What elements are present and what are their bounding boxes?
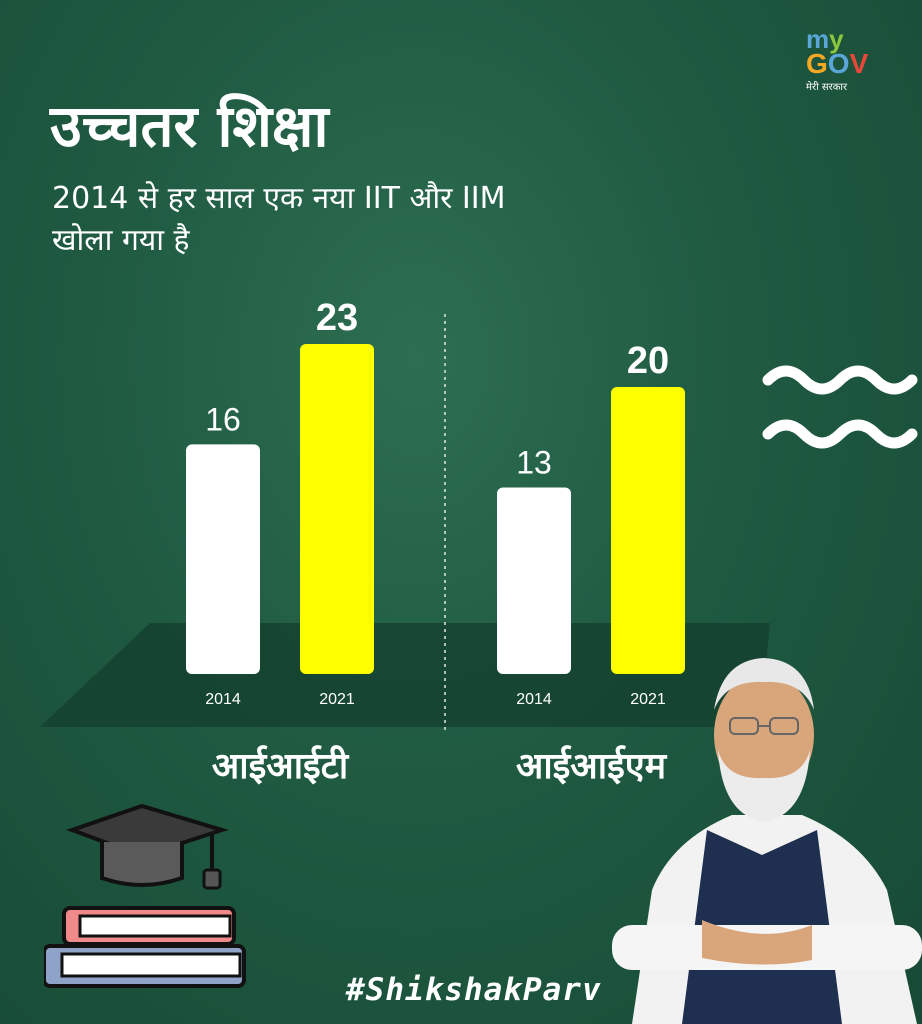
subtitle-line-2: खोला गया है	[52, 223, 190, 258]
person-portrait	[612, 658, 922, 1024]
logo-my: my	[806, 24, 844, 54]
graduation-cap-icon	[66, 803, 229, 890]
page-subtitle: 2014 से हर साल एक नया IIT और IIM खोला गय…	[52, 178, 612, 262]
logo-tagline: मेरी सरकार	[806, 81, 848, 93]
bar-2-2014	[497, 487, 571, 674]
category-tick-label: 2014	[516, 691, 552, 708]
group-label: आईआईटी	[212, 745, 350, 787]
group-label: आईआईएम	[516, 745, 668, 787]
hashtag-label: #ShikshakParv	[346, 972, 602, 1008]
bar-1-2014	[186, 444, 260, 674]
bar-1-2021	[300, 344, 374, 674]
category-tick-label: 2014	[205, 691, 241, 708]
logo-gov: GOV	[806, 48, 869, 80]
category-tick-label: 2021	[319, 691, 355, 708]
bar-value-label: 23	[316, 297, 358, 339]
bar-2-2021	[611, 387, 685, 674]
bar-value-label: 13	[516, 444, 552, 480]
page-title: उच्चतर शिक्षा	[50, 92, 329, 160]
wave-lines-icon	[762, 365, 918, 449]
books-stack-icon	[44, 803, 246, 988]
bar-value-label: 20	[627, 340, 669, 382]
bar-value-label: 16	[205, 401, 241, 437]
subtitle-line-1: 2014 से हर साल एक नया IIT और IIM	[52, 181, 506, 216]
mygov-logo: my GOV मेरी सरकार	[806, 24, 896, 93]
category-tick-label: 2021	[630, 691, 666, 708]
bar-chart: 16 2014 23 2021 आईआईटी 13 2014 20 2021 आईआईएम	[40, 297, 770, 787]
